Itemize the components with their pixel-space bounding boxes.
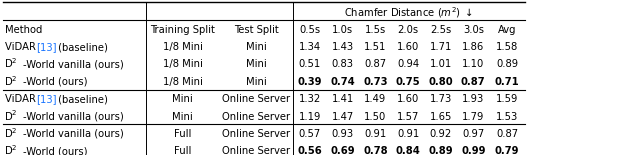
Text: 1.93: 1.93 [462,94,484,104]
Text: 0.69: 0.69 [330,146,355,155]
Text: 1.65: 1.65 [429,112,452,122]
Text: -World (ours): -World (ours) [23,146,88,155]
Text: 1.73: 1.73 [429,94,452,104]
Text: 0.99: 0.99 [461,146,486,155]
Text: (baseline): (baseline) [55,94,108,104]
Text: 0.91: 0.91 [364,129,387,139]
Text: 0.71: 0.71 [495,77,520,87]
Text: 0.89: 0.89 [428,146,453,155]
Text: Method: Method [5,25,42,35]
Text: D: D [5,60,13,69]
Text: 1.60: 1.60 [397,94,419,104]
Text: 1.58: 1.58 [496,42,518,52]
Text: 0.5s: 0.5s [299,25,321,35]
Text: 0.80: 0.80 [428,77,453,87]
Text: 1.41: 1.41 [332,94,354,104]
Text: Online Server: Online Server [222,146,291,155]
Text: Test Split: Test Split [234,25,278,35]
Text: 0.97: 0.97 [462,129,484,139]
Text: [13]: [13] [36,94,57,104]
Text: ViDAR: ViDAR [5,42,39,52]
Text: 1.53: 1.53 [496,112,518,122]
Text: 0.93: 0.93 [332,129,354,139]
Text: 1/8 Mini: 1/8 Mini [163,42,203,52]
Text: Chamfer Distance ($m^2$) $\downarrow$: Chamfer Distance ($m^2$) $\downarrow$ [344,5,474,20]
Text: 1.47: 1.47 [332,112,354,122]
Text: -World vanilla (ours): -World vanilla (ours) [23,112,124,122]
Text: 2: 2 [12,145,16,151]
Text: 3.0s: 3.0s [463,25,484,35]
Text: 0.56: 0.56 [298,146,322,155]
Text: -World vanilla (ours): -World vanilla (ours) [23,129,124,139]
Text: Online Server: Online Server [222,129,291,139]
Text: Mini: Mini [246,77,267,87]
Text: [13]: [13] [36,42,57,52]
Text: ViDAR: ViDAR [5,94,39,104]
Text: 0.73: 0.73 [363,77,388,87]
Text: Full: Full [174,129,191,139]
Text: 1.10: 1.10 [462,60,484,69]
Text: Avg: Avg [498,25,516,35]
Text: D: D [5,129,13,139]
Text: 0.74: 0.74 [330,77,355,87]
Text: 0.57: 0.57 [299,129,321,139]
Text: -World (ours): -World (ours) [23,77,88,87]
Text: 2: 2 [12,76,16,82]
Text: 1/8 Mini: 1/8 Mini [163,60,203,69]
Text: 0.84: 0.84 [396,146,420,155]
Text: D: D [5,77,13,87]
Text: 0.89: 0.89 [496,60,518,69]
Text: 1/8 Mini: 1/8 Mini [163,77,203,87]
Text: 2: 2 [12,110,16,116]
Text: 1.50: 1.50 [364,112,387,122]
Text: 1.79: 1.79 [462,112,484,122]
Text: 0.87: 0.87 [461,77,486,87]
Text: Training Split: Training Split [150,25,215,35]
Text: 2: 2 [12,128,16,134]
Text: 0.78: 0.78 [363,146,388,155]
Text: 0.39: 0.39 [298,77,322,87]
Text: 1.59: 1.59 [496,94,518,104]
Text: 0.79: 0.79 [495,146,520,155]
Text: 0.87: 0.87 [364,60,387,69]
Text: 1.19: 1.19 [299,112,321,122]
Text: Mini: Mini [246,42,267,52]
Text: 1.0s: 1.0s [332,25,353,35]
Text: 1.49: 1.49 [364,94,387,104]
Text: 1.32: 1.32 [299,94,321,104]
Text: (baseline): (baseline) [55,42,108,52]
Text: 1.51: 1.51 [364,42,387,52]
Text: 0.87: 0.87 [496,129,518,139]
Text: 1.86: 1.86 [462,42,484,52]
Text: 1.5s: 1.5s [365,25,386,35]
Text: Mini: Mini [172,94,193,104]
Text: D: D [5,112,13,122]
Text: 2.5s: 2.5s [430,25,451,35]
Text: 1.57: 1.57 [397,112,419,122]
Text: 0.51: 0.51 [299,60,321,69]
Text: 2: 2 [12,58,16,64]
Text: Full: Full [174,146,191,155]
Text: Online Server: Online Server [222,112,291,122]
Text: 0.83: 0.83 [332,60,354,69]
Text: Mini: Mini [172,112,193,122]
Text: 2.0s: 2.0s [397,25,419,35]
Text: -World vanilla (ours): -World vanilla (ours) [23,60,124,69]
Text: 1.71: 1.71 [429,42,452,52]
Text: Online Server: Online Server [222,94,291,104]
Text: 0.75: 0.75 [396,77,420,87]
Text: Mini: Mini [246,60,267,69]
Text: 1.60: 1.60 [397,42,419,52]
Text: 1.43: 1.43 [332,42,354,52]
Text: D: D [5,146,13,155]
Text: 0.91: 0.91 [397,129,419,139]
Text: 1.01: 1.01 [429,60,452,69]
Text: 0.92: 0.92 [429,129,452,139]
Text: 0.94: 0.94 [397,60,419,69]
Text: 1.34: 1.34 [299,42,321,52]
